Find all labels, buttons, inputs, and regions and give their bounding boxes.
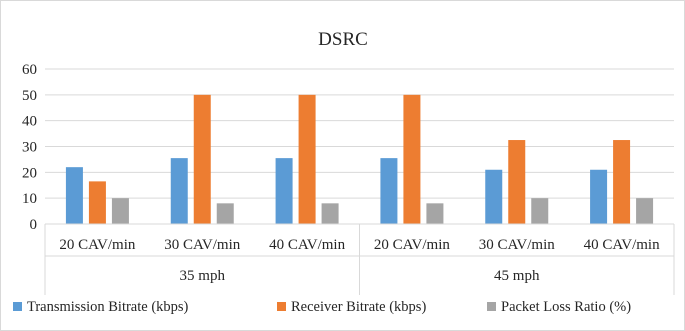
x-category-label: 20 CAV/min	[59, 237, 135, 253]
y-tick-label: 50	[22, 88, 37, 104]
bar-series-2-cat-1	[216, 203, 234, 224]
chart-title: DSRC	[318, 29, 368, 50]
x-category-label: 40 CAV/min	[584, 237, 660, 253]
bar-series-1-cat-3	[403, 94, 421, 224]
x-axis-labels: 20 CAV/min 30 CAV/min 40 CAV/min 20 CAV/min…	[59, 237, 660, 284]
x-group-label: 35 mph	[180, 268, 226, 284]
legend-label-1: Receiver Bitrate (kbps)	[291, 299, 426, 315]
x-axis	[44, 223, 675, 295]
x-category-label: 40 CAV/min	[269, 237, 345, 253]
y-tick-label: 10	[22, 191, 37, 207]
y-tick-label: 30	[22, 140, 37, 156]
bar-series-2-cat-4	[531, 198, 549, 224]
bar-series-2-cat-5	[636, 198, 654, 224]
y-tick-label: 20	[22, 165, 37, 181]
bar-series-2-cat-0	[111, 198, 129, 224]
y-tick-label: 40	[22, 114, 37, 130]
gridlines	[45, 68, 674, 199]
bar-series-0-cat-1	[170, 158, 188, 224]
bar-series-0-cat-2	[275, 158, 293, 224]
x-category-label: 30 CAV/min	[164, 237, 240, 253]
legend-swatch-2	[487, 302, 496, 311]
bar-series-0-cat-0	[65, 167, 83, 224]
bar-series-1-cat-0	[88, 181, 106, 224]
x-category-label: 30 CAV/min	[479, 237, 555, 253]
legend-swatch-0	[13, 302, 22, 311]
x-category-label: 20 CAV/min	[374, 237, 450, 253]
legend-label-2: Packet Loss Ratio (%)	[501, 299, 631, 315]
bar-series-0-cat-3	[380, 158, 398, 224]
bar-series-1-cat-5	[613, 140, 631, 224]
bars	[65, 94, 654, 224]
bar-series-1-cat-4	[508, 140, 526, 224]
bar-series-0-cat-4	[485, 169, 503, 224]
y-tick-label: 60	[22, 62, 37, 78]
bar-series-1-cat-1	[193, 94, 211, 224]
bar-series-2-cat-2	[321, 203, 339, 224]
legend-label-0: Transmission Bitrate (kbps)	[27, 299, 189, 315]
legend: Transmission Bitrate (kbps) Receiver Bitr…	[13, 299, 631, 315]
y-axis-ticks: 0 10 20 30 40 50 60	[22, 62, 37, 233]
x-group-label: 45 mph	[494, 268, 540, 284]
legend-swatch-1	[277, 302, 286, 311]
bar-series-2-cat-3	[426, 203, 444, 224]
bar-series-0-cat-5	[590, 169, 608, 224]
bar-series-1-cat-2	[298, 94, 316, 224]
y-tick-label: 0	[30, 217, 38, 233]
